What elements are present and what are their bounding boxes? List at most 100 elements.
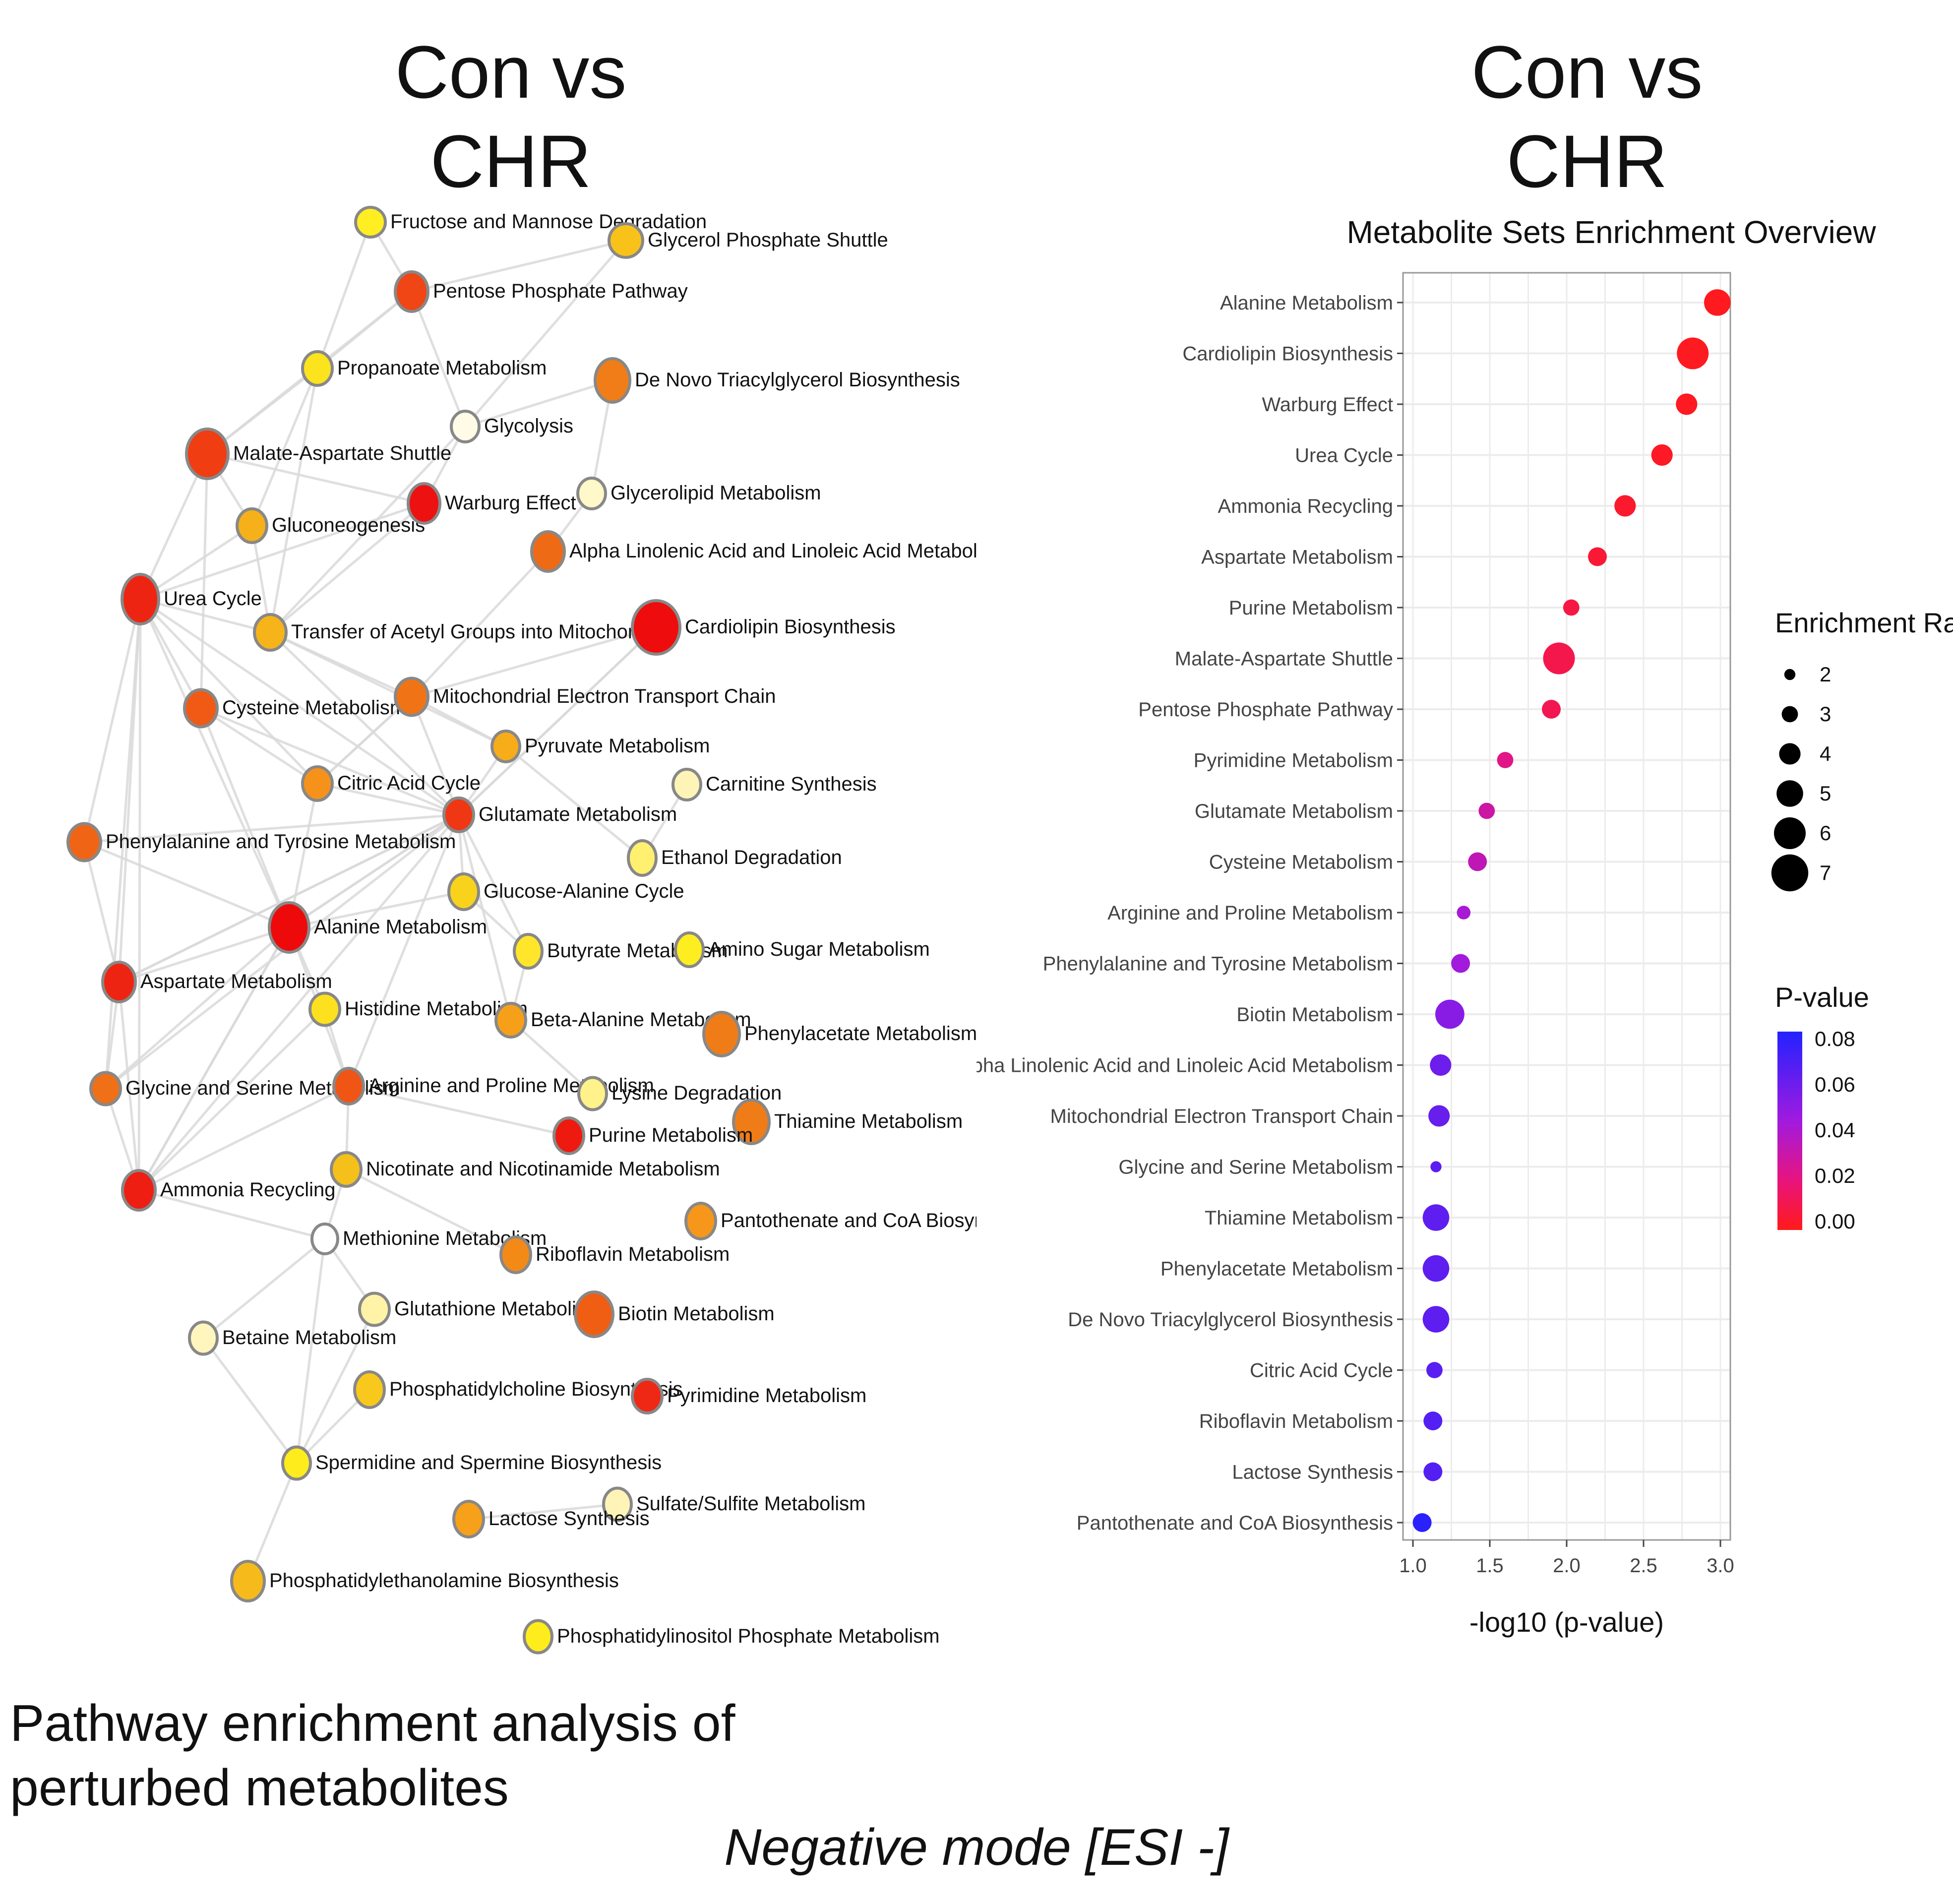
network-node-label: Citric Acid Cycle xyxy=(337,772,481,794)
network-edge xyxy=(246,1463,298,1582)
network-node-label: Lactose Synthesis xyxy=(488,1508,650,1530)
network-node-circle xyxy=(121,573,160,625)
network-node-circle xyxy=(530,530,566,573)
network-node-label: Purine Metabolism xyxy=(589,1124,753,1146)
y-tick-label: De Novo Triacylglycerol Biosynthesis xyxy=(1068,1309,1393,1331)
y-tick-label: Mitochondrial Electron Transport Chain xyxy=(1050,1106,1393,1127)
network-edge xyxy=(457,814,512,1021)
color-legend-label: 0.06 xyxy=(1815,1073,1855,1096)
color-legend-label: 0.04 xyxy=(1815,1118,1855,1142)
data-point xyxy=(1428,1105,1450,1127)
network-edge xyxy=(348,1085,569,1137)
network-node-label: Glycolysis xyxy=(484,415,573,437)
network-node: Purine Metabolism xyxy=(552,1116,753,1155)
data-point xyxy=(1423,1462,1443,1481)
network-node: Gluconeogenesis xyxy=(236,507,425,544)
y-tick-label: Lactose Synthesis xyxy=(1232,1462,1393,1483)
network-edge xyxy=(468,1503,618,1521)
network-edge xyxy=(457,814,530,952)
network-edge xyxy=(139,453,209,600)
network-edge xyxy=(202,1337,298,1464)
network-node: Glycerolipid Metabolism xyxy=(576,477,821,510)
network-node-label: Transfer of Acetyl Groups into Mitochond… xyxy=(291,621,672,643)
network-node: Pantothenate and CoA Biosynthesis xyxy=(684,1202,976,1240)
chart-grid xyxy=(1403,273,1730,1540)
network-node-label: Gluconeogenesis xyxy=(272,514,425,536)
network-node: Malate-Aspartate Shuttle xyxy=(185,428,451,480)
network-node: Lysine Degradation xyxy=(577,1076,782,1111)
network-node-label: Nicotinate and Nicotinamide Metabolism xyxy=(366,1158,720,1180)
data-point xyxy=(1676,393,1698,415)
network-node-label: Warburg Effect xyxy=(445,492,576,514)
network-node-circle xyxy=(631,1378,664,1414)
network-node: De Novo Triacylglycerol Biosynthesis xyxy=(594,357,960,404)
data-point xyxy=(1435,999,1465,1029)
data-point xyxy=(1478,802,1495,819)
network-node: Phosphatidylethanolamine Biosynthesis xyxy=(230,1560,619,1602)
network-node-circle xyxy=(552,1116,585,1155)
network-node-label: Cardiolipin Biosynthesis xyxy=(685,616,896,638)
network-node: Pyruvate Metabolism xyxy=(490,730,710,763)
data-point xyxy=(1651,444,1673,466)
network-node: Transfer of Acetyl Groups into Mitochond… xyxy=(253,613,672,652)
y-tick-label: Cardiolipin Biosynthesis xyxy=(1182,343,1393,365)
network-node-circle xyxy=(121,1169,157,1212)
network-node: Spermidine and Spermine Biosynthesis xyxy=(281,1445,662,1481)
left-caption: Pathway enrichment analysis of perturbed… xyxy=(10,1695,735,1817)
network-edge xyxy=(316,696,413,785)
chart-title: Metabolite Sets Enrichment Overview xyxy=(1346,214,1876,250)
network-edge xyxy=(84,813,459,844)
network-node-label: Riboflavin Metabolism xyxy=(536,1243,730,1265)
network-edge xyxy=(510,1019,594,1095)
y-tick-label: Aspartate Metabolism xyxy=(1201,547,1393,568)
network-node: Citric Acid Cycle xyxy=(301,765,481,802)
network-node: Amino Sugar Metabolism xyxy=(674,931,930,968)
y-tick-label: Riboflavin Metabolism xyxy=(1199,1411,1393,1432)
data-point xyxy=(1422,1306,1450,1333)
network-node-label: Pantothenate and CoA Biosynthesis xyxy=(721,1210,976,1231)
network-node: Phenylalanine and Tyrosine Metabolism xyxy=(66,822,456,862)
network-edge xyxy=(458,626,657,816)
network-node-circle xyxy=(594,357,631,404)
network-edge xyxy=(250,368,319,526)
network-node-label: Aspartate Metabolism xyxy=(140,971,332,992)
network-node: Ammonia Recycling xyxy=(121,1169,335,1212)
network-edge xyxy=(199,708,291,928)
network-edge xyxy=(289,890,464,929)
network-node: Lactose Synthesis xyxy=(452,1500,650,1538)
network-node-label: Malate-Aspartate Shuttle xyxy=(233,442,451,464)
network-node-circle xyxy=(358,1291,391,1327)
network-node-circle xyxy=(671,768,702,801)
data-point xyxy=(1451,954,1470,973)
size-legend-label: 3 xyxy=(1820,702,1831,726)
network-nodes: Fructose and Mannose DegradationGlycerol… xyxy=(66,206,976,1655)
network-edge xyxy=(295,1238,326,1464)
bottom-caption: Negative mode [ESI -] xyxy=(724,1819,1229,1876)
network-node-label: Propanoate Metabolism xyxy=(337,357,547,379)
network-node-circle xyxy=(631,599,681,656)
network-node-circle xyxy=(188,1320,219,1356)
y-tick-label: Urea Cycle xyxy=(1295,445,1393,467)
network-node-label: Phenylacetate Metabolism xyxy=(744,1023,976,1044)
network-edge xyxy=(139,598,460,816)
data-point xyxy=(1497,752,1514,768)
size-legend-dot xyxy=(1781,706,1798,723)
network-edge xyxy=(105,926,290,1090)
y-tick-label: Arginine and Proline Metabolism xyxy=(1107,902,1393,924)
left-title: Con vs CHR xyxy=(395,30,627,203)
color-legend-title: P-value xyxy=(1775,982,1869,1013)
network-node: Sulfate/Sulfite Metabolism xyxy=(602,1486,865,1522)
network-node-circle xyxy=(101,961,137,1003)
x-axis-label: -log10 (p-value) xyxy=(1469,1606,1664,1638)
data-point xyxy=(1588,547,1607,566)
network-edge xyxy=(295,1308,376,1464)
network-node-label: Glycerol Phosphate Shuttle xyxy=(648,229,888,251)
network-node: Betaine Metabolism xyxy=(188,1320,396,1356)
network-edge xyxy=(83,842,121,983)
network-edge xyxy=(269,631,507,748)
network-node-label: Biotin Metabolism xyxy=(618,1303,775,1325)
size-legend-dot xyxy=(1784,669,1796,680)
network-node-label: Phenylalanine and Tyrosine Metabolism xyxy=(106,831,456,853)
data-point xyxy=(1423,1412,1443,1430)
data-point xyxy=(1426,1362,1443,1378)
